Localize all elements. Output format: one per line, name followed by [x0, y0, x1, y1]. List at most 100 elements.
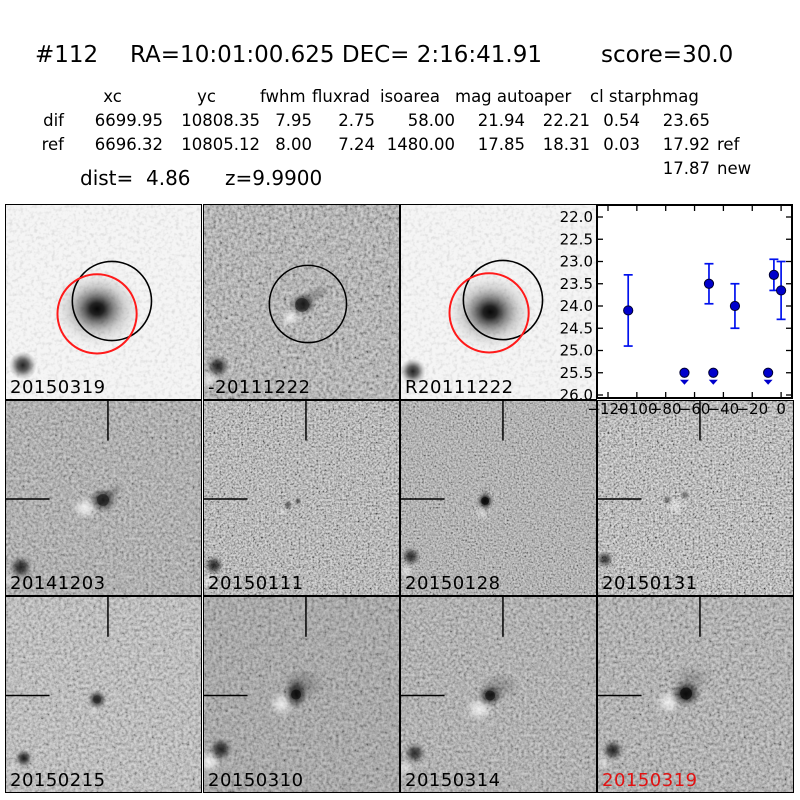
- cutout-epoch-20150310: 20150310: [203, 596, 400, 793]
- noise-texture: [598, 401, 793, 595]
- table-cell: 0.03: [603, 135, 640, 154]
- table-cell: ref: [717, 135, 740, 154]
- panel-label-alert: 20150319: [602, 770, 698, 791]
- axis-ticks: [597, 205, 792, 398]
- cutout-epoch-20150131: 20150131: [597, 400, 794, 596]
- cutout-epoch-20150314: 20150314: [400, 596, 597, 793]
- y-tick-label: 23.0: [560, 253, 593, 271]
- candidate-id: #112: [35, 42, 99, 68]
- residual-dark-core: [485, 690, 496, 701]
- table-cell: 7.24: [338, 135, 375, 154]
- x-tick-labels: −120 −100 −80 −60 −40 −20 0: [587, 400, 785, 418]
- field-source-blob: [403, 742, 426, 765]
- col-header-isoarea: isoarea: [379, 87, 441, 106]
- col-header-fluxrad: fluxrad: [312, 87, 370, 106]
- cutout-epoch-20150111: 20150111: [203, 400, 400, 596]
- residual-white-blob: [88, 704, 101, 717]
- field-source-white: [204, 573, 217, 590]
- field-source-blob: [208, 737, 233, 762]
- table-cell: 18.31: [542, 135, 590, 154]
- panel-label: R20111222: [405, 377, 514, 398]
- panel-label: 20150128: [405, 573, 501, 594]
- spacer-cell: [710, 85, 756, 109]
- residual-dark-core: [291, 689, 302, 700]
- field-source-white: [401, 563, 414, 580]
- y-tick-label: 24.0: [560, 297, 593, 315]
- row-label-ref: ref: [41, 135, 64, 154]
- field-source-white: [6, 572, 18, 589]
- col-header-aper: aper: [533, 87, 572, 106]
- col-header-yc: yc: [197, 87, 216, 106]
- residual-dark-core: [481, 497, 490, 505]
- table-cell: 21.94: [477, 111, 525, 130]
- x-tick-label: −80: [650, 400, 682, 418]
- aperture-circle-black: [71, 260, 153, 342]
- cutout-new-image: 20150319: [5, 204, 202, 400]
- col-header-phmag: phmag: [641, 87, 699, 106]
- y-tick-label: 23.5: [560, 275, 593, 293]
- x-tick-label: −40: [708, 400, 740, 418]
- table-cell: 8.00: [275, 135, 312, 154]
- table-cell: 17.92: [662, 135, 710, 154]
- panel-label: 20141203: [10, 573, 106, 594]
- table-cell: 7.95: [275, 111, 312, 130]
- cutout-epoch-20150128: 20150128: [400, 400, 597, 596]
- row-label-dif: dif: [43, 111, 64, 130]
- table-cell: 22.21: [542, 111, 590, 130]
- residual-dark-speck: [283, 499, 294, 510]
- aperture-circle-red: [56, 273, 138, 355]
- y-tick-label: 22.0: [560, 208, 593, 226]
- measurement-table: xc yc fwhm fluxrad isoarea mag auto aper…: [0, 85, 756, 157]
- table-cell: [710, 109, 756, 133]
- residual-white-blob: [280, 307, 301, 328]
- aperture-circle-black: [462, 259, 544, 341]
- residual-dark-core: [93, 695, 102, 704]
- residual-dark-arm: [102, 484, 124, 500]
- galaxy-blob: [444, 272, 536, 352]
- y-tick-label: 22.5: [560, 230, 593, 248]
- x-tick-label: 0: [776, 400, 786, 418]
- table-cell: 10805.12: [181, 135, 260, 154]
- noise-texture: [204, 401, 399, 595]
- cutout-ref-image: R20111222: [400, 204, 597, 400]
- table-cell: 58.00: [407, 111, 455, 130]
- panel-label: 20150131: [602, 573, 698, 594]
- plot-frame: [596, 204, 793, 399]
- field-source-blob: [8, 555, 33, 580]
- panel-label: 20150111: [208, 573, 304, 594]
- noise-texture: [401, 401, 596, 595]
- cutout-dif-image: -20111222: [203, 204, 400, 400]
- spacer-cell: [0, 85, 72, 109]
- cutout-epoch-20141203: 20141203: [5, 400, 202, 596]
- field-source-white: [204, 370, 218, 389]
- phmag-new-value: 17.87: [662, 159, 710, 178]
- panel-label: 20150310: [208, 770, 304, 791]
- y-tick-label: 24.5: [560, 319, 593, 337]
- cutout-epoch-20150215: 20150215: [5, 596, 202, 793]
- residual-dark-speck: [680, 490, 691, 500]
- field-source-blob: [204, 555, 224, 576]
- table-cell: 1480.00: [386, 135, 455, 154]
- redshift-value: z=9.9900: [225, 166, 323, 190]
- y-tick-label: 25.0: [560, 342, 593, 360]
- col-header-magauto: mag auto: [455, 87, 535, 106]
- x-tick-label: −100: [616, 400, 657, 418]
- y-tick-label: 25.5: [560, 364, 593, 382]
- table-cell: 10808.35: [181, 111, 260, 130]
- col-header-clstar: cl star: [590, 87, 641, 106]
- field-source-white: [401, 759, 414, 778]
- residual-white-blob: [474, 504, 491, 521]
- candidate-score: score=30.0: [601, 42, 734, 68]
- col-header-xc: xc: [103, 87, 122, 106]
- panel-label: 20150319: [10, 377, 106, 398]
- table-cell: 6699.95: [94, 111, 163, 130]
- cutout-epoch-20150319-latest: 20150319: [597, 596, 794, 793]
- field-source-white: [598, 754, 611, 771]
- x-tick-label: −60: [679, 400, 711, 418]
- residual-white-speck: [277, 507, 286, 516]
- residual-dark-core: [680, 687, 693, 700]
- dist-value: dist= 4.86: [80, 166, 191, 190]
- lightcurve-data-points: [623, 258, 787, 385]
- aperture-circle-red: [448, 272, 530, 354]
